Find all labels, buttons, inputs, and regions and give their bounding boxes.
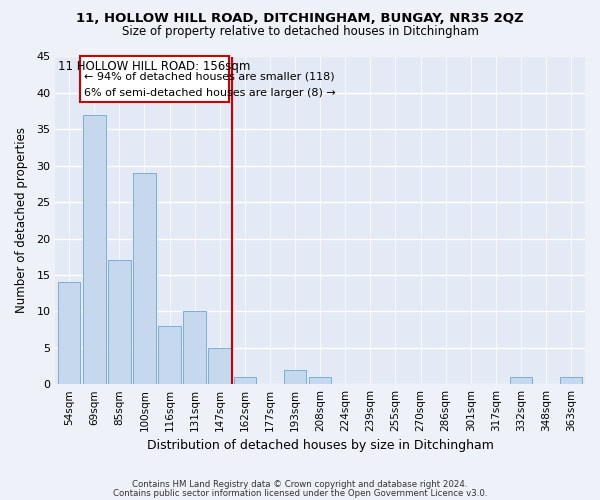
Text: ← 94% of detached houses are smaller (118): ← 94% of detached houses are smaller (11… <box>84 72 335 82</box>
Text: Contains HM Land Registry data © Crown copyright and database right 2024.: Contains HM Land Registry data © Crown c… <box>132 480 468 489</box>
Bar <box>108 260 131 384</box>
Bar <box>158 326 181 384</box>
Bar <box>560 377 583 384</box>
Bar <box>133 173 156 384</box>
Text: Size of property relative to detached houses in Ditchingham: Size of property relative to detached ho… <box>122 25 478 38</box>
Text: 11 HOLLOW HILL ROAD: 156sqm: 11 HOLLOW HILL ROAD: 156sqm <box>58 60 251 73</box>
Y-axis label: Number of detached properties: Number of detached properties <box>15 128 28 314</box>
Bar <box>309 377 331 384</box>
Bar <box>83 115 106 384</box>
Text: 11, HOLLOW HILL ROAD, DITCHINGHAM, BUNGAY, NR35 2QZ: 11, HOLLOW HILL ROAD, DITCHINGHAM, BUNGA… <box>76 12 524 26</box>
Text: 6% of semi-detached houses are larger (8) →: 6% of semi-detached houses are larger (8… <box>84 88 336 98</box>
Bar <box>233 377 256 384</box>
Bar <box>284 370 307 384</box>
FancyBboxPatch shape <box>80 56 229 102</box>
X-axis label: Distribution of detached houses by size in Ditchingham: Distribution of detached houses by size … <box>147 440 494 452</box>
Bar <box>184 312 206 384</box>
Bar <box>208 348 231 384</box>
Text: Contains public sector information licensed under the Open Government Licence v3: Contains public sector information licen… <box>113 488 487 498</box>
Bar <box>509 377 532 384</box>
Bar <box>58 282 80 384</box>
